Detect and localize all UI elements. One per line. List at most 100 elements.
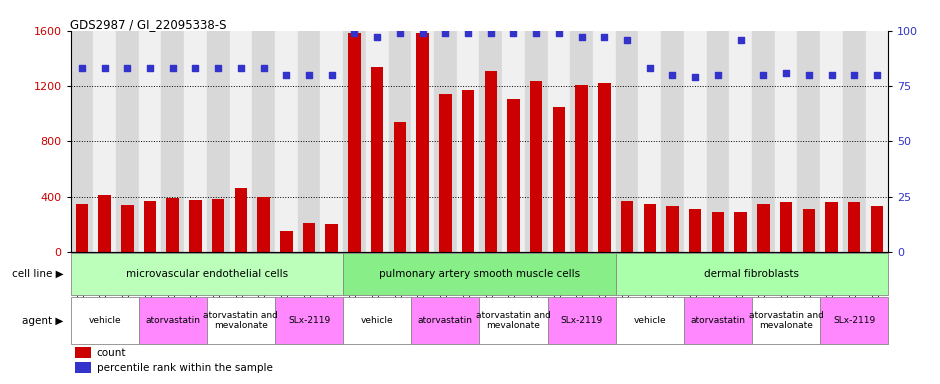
Point: [778, 70, 793, 76]
Bar: [525, 31, 547, 252]
Bar: [870, 207, 884, 252]
Point: [347, 30, 362, 36]
Bar: [303, 223, 315, 252]
Text: atorvastatin and
mevalonate: atorvastatin and mevalonate: [748, 311, 823, 330]
Bar: [757, 204, 770, 252]
Bar: [70, 297, 138, 344]
Bar: [325, 224, 338, 252]
Text: SLx-2119: SLx-2119: [833, 316, 875, 325]
Bar: [661, 31, 684, 252]
Bar: [207, 31, 229, 252]
Bar: [139, 297, 207, 344]
Bar: [74, 362, 91, 373]
Bar: [274, 31, 298, 252]
Bar: [684, 297, 752, 344]
Text: vehicle: vehicle: [361, 316, 394, 325]
Bar: [274, 297, 343, 344]
Point: [211, 65, 226, 71]
Bar: [298, 31, 321, 252]
Bar: [252, 31, 274, 252]
Bar: [820, 31, 843, 252]
Bar: [207, 297, 274, 344]
Point: [619, 36, 634, 43]
Text: cell line ▶: cell line ▶: [12, 269, 64, 279]
Bar: [803, 209, 815, 252]
Point: [279, 72, 294, 78]
Bar: [825, 202, 838, 252]
Bar: [848, 202, 860, 252]
Bar: [343, 297, 412, 344]
Point: [188, 65, 203, 71]
Bar: [820, 297, 888, 344]
Bar: [371, 67, 384, 252]
Bar: [75, 204, 88, 252]
Bar: [416, 33, 429, 252]
Bar: [144, 201, 156, 252]
Text: percentile rank within the sample: percentile rank within the sample: [97, 363, 273, 373]
Bar: [235, 189, 247, 252]
Bar: [343, 253, 616, 295]
Bar: [139, 31, 162, 252]
Point: [642, 65, 657, 71]
Bar: [780, 202, 792, 252]
Text: vehicle: vehicle: [88, 316, 121, 325]
Point: [528, 30, 543, 36]
Bar: [412, 297, 479, 344]
Bar: [616, 253, 888, 295]
Text: atorvastatin: atorvastatin: [417, 316, 473, 325]
Point: [143, 65, 158, 71]
Bar: [394, 122, 406, 252]
Point: [369, 34, 384, 40]
Bar: [547, 297, 616, 344]
Bar: [189, 200, 202, 252]
Bar: [457, 31, 479, 252]
Point: [233, 65, 248, 71]
Point: [97, 65, 112, 71]
Bar: [530, 81, 542, 252]
Point: [801, 72, 816, 78]
Point: [574, 34, 589, 40]
Text: dermal fibroblasts: dermal fibroblasts: [704, 269, 800, 279]
Point: [119, 65, 134, 71]
Bar: [729, 31, 752, 252]
Bar: [121, 205, 133, 252]
Bar: [99, 195, 111, 252]
Text: atorvastatin and
mevalonate: atorvastatin and mevalonate: [203, 311, 278, 330]
Bar: [321, 31, 343, 252]
Bar: [93, 31, 116, 252]
Bar: [752, 297, 820, 344]
Bar: [752, 31, 775, 252]
Bar: [484, 71, 497, 252]
Text: SLx-2119: SLx-2119: [288, 316, 330, 325]
Bar: [258, 197, 270, 252]
Bar: [366, 31, 388, 252]
Bar: [348, 33, 361, 252]
Point: [711, 72, 726, 78]
Text: microvascular endothelial cells: microvascular endothelial cells: [126, 269, 288, 279]
Point: [483, 30, 498, 36]
Bar: [616, 31, 638, 252]
Bar: [707, 31, 729, 252]
Point: [506, 30, 521, 36]
Point: [165, 65, 180, 71]
Point: [392, 30, 407, 36]
Bar: [412, 31, 434, 252]
Bar: [775, 31, 797, 252]
Bar: [479, 31, 502, 252]
Bar: [866, 31, 888, 252]
Point: [552, 30, 567, 36]
Text: agent ▶: agent ▶: [23, 316, 64, 326]
Bar: [434, 31, 457, 252]
Bar: [644, 204, 656, 252]
Bar: [280, 231, 292, 252]
Text: SLx-2119: SLx-2119: [560, 316, 603, 325]
Bar: [575, 85, 588, 252]
Bar: [229, 31, 252, 252]
Bar: [70, 253, 343, 295]
Bar: [162, 31, 184, 252]
Text: GDS2987 / GI_22095338-S: GDS2987 / GI_22095338-S: [70, 18, 227, 31]
Bar: [547, 31, 571, 252]
Bar: [166, 198, 179, 252]
Point: [415, 30, 431, 36]
Bar: [502, 31, 525, 252]
